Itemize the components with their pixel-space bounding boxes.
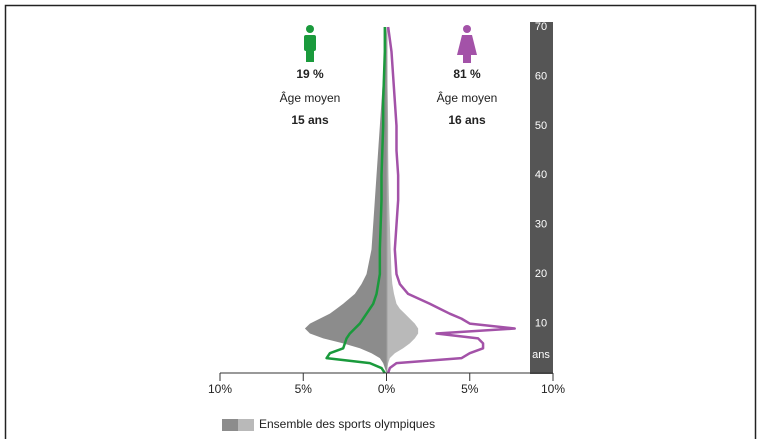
y-axis-label: ans [532, 349, 550, 361]
group-age: 16 ans [448, 113, 486, 127]
x-tick-label: 0% [378, 382, 396, 396]
legend-label: Ensemble des sports olympiques [259, 417, 435, 431]
group-label: Âge moyen [437, 90, 498, 105]
x-tick-label: 10% [208, 382, 232, 396]
female-icon [457, 25, 477, 63]
x-tick-label: 5% [295, 382, 313, 396]
legend-swatch [238, 419, 254, 431]
group-age: 15 ans [291, 113, 329, 127]
line [325, 27, 387, 374]
y-tick-label: 60 [535, 70, 547, 82]
age-band [530, 22, 553, 374]
x-tick-label: 10% [541, 382, 565, 396]
y-tick-label: 30 [535, 219, 547, 231]
x-tick-label: 5% [461, 382, 479, 396]
area [386, 27, 419, 373]
y-tick-label: 70 [535, 21, 547, 33]
frame [4, 4, 757, 439]
y-tick-label: 10 [535, 317, 547, 329]
group-label: Âge moyen [280, 90, 341, 105]
y-tick-label: 50 [535, 120, 547, 132]
area [304, 27, 387, 373]
male-icon [304, 25, 316, 62]
line [386, 26, 516, 374]
legend-swatch [222, 419, 238, 431]
group-share: 19 % [296, 67, 324, 81]
y-tick-label: 20 [535, 268, 547, 280]
group-share: 81 % [453, 67, 481, 81]
y-tick-label: 40 [535, 169, 547, 181]
